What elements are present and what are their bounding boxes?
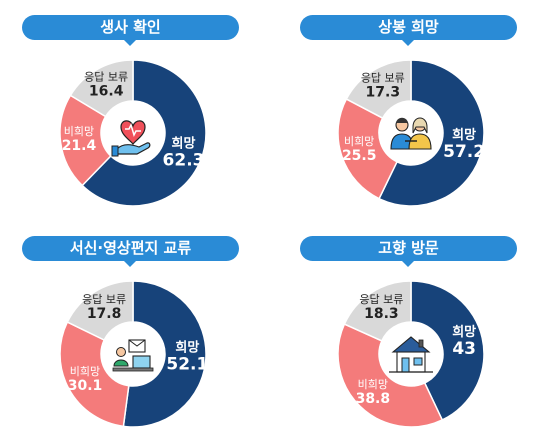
slice-hope bbox=[378, 59, 485, 207]
chart-title: 상봉 희망 bbox=[300, 15, 517, 40]
label-hope: 희망 bbox=[452, 127, 476, 143]
label-pending-value: 16.4 bbox=[89, 84, 124, 100]
reunion-couple-icon bbox=[390, 117, 432, 150]
label-no-hope: 비희망 bbox=[358, 378, 388, 391]
label-hope: 희망 bbox=[452, 324, 476, 340]
slice-pending bbox=[66, 280, 134, 342]
pill-pointer bbox=[124, 40, 136, 46]
chart-panel-0: 생사 확인 희망 62.3 비희망 21.4 응답 보류 16.4 bbox=[0, 0, 278, 221]
label-pending-value: 17.8 bbox=[87, 306, 122, 322]
label-pending: 응답 보류 bbox=[359, 293, 403, 306]
chart-panel-2: 서신·영상편지 교류 희망 52.1 비희망 30.1 응답 보류 17.8 bbox=[0, 221, 278, 442]
label-no-hope: 비희망 bbox=[70, 365, 100, 378]
slice-pending bbox=[345, 59, 412, 120]
label-no-hope-value: 38.8 bbox=[356, 391, 391, 407]
slice-no-hope bbox=[337, 323, 444, 428]
label-no-hope: 비희망 bbox=[344, 135, 374, 148]
label-no-hope: 비희망 bbox=[64, 125, 94, 138]
label-no-hope-value: 25.5 bbox=[342, 148, 377, 164]
video-letter-icon bbox=[112, 339, 154, 372]
slice-no-hope bbox=[337, 98, 399, 200]
slice-hope bbox=[81, 59, 207, 207]
label-hope-value: 43 bbox=[452, 339, 476, 359]
label-pending-value: 17.3 bbox=[366, 84, 401, 100]
chart-panel-3: 고향 방문 희망 43 비희망 38.8 응답 보류 18.3 bbox=[278, 221, 556, 442]
pill-pointer bbox=[402, 261, 414, 267]
label-hope-value: 57.2 bbox=[443, 142, 485, 162]
label-pending: 응답 보류 bbox=[84, 71, 128, 84]
slice-hope bbox=[410, 280, 485, 421]
chart-panel-1: 상봉 희망 희망 57.2 비희망 25.5 응답 보류 17.3 bbox=[278, 0, 556, 221]
pill-pointer bbox=[124, 261, 136, 267]
chart-title: 서신·영상편지 교류 bbox=[22, 236, 239, 261]
pill-pointer bbox=[402, 40, 414, 46]
slice-pending bbox=[69, 59, 134, 118]
chart-title: 고향 방문 bbox=[300, 236, 517, 261]
chart-title: 생사 확인 bbox=[22, 15, 239, 40]
heart-hand-icon bbox=[111, 120, 151, 157]
label-hope-value: 62.3 bbox=[163, 150, 205, 170]
label-no-hope-value: 21.4 bbox=[62, 138, 97, 154]
hometown-house-icon bbox=[389, 336, 433, 373]
label-hope: 희망 bbox=[175, 340, 199, 356]
label-pending-value: 18.3 bbox=[364, 306, 399, 322]
label-pending: 응답 보류 bbox=[361, 71, 405, 84]
label-hope-value: 52.1 bbox=[166, 355, 208, 375]
slice-hope bbox=[122, 280, 207, 428]
label-no-hope-value: 30.1 bbox=[68, 378, 103, 394]
slice-no-hope bbox=[59, 321, 130, 428]
slice-pending bbox=[343, 280, 412, 342]
label-pending: 응답 보류 bbox=[82, 293, 126, 306]
label-hope: 희망 bbox=[172, 135, 196, 151]
